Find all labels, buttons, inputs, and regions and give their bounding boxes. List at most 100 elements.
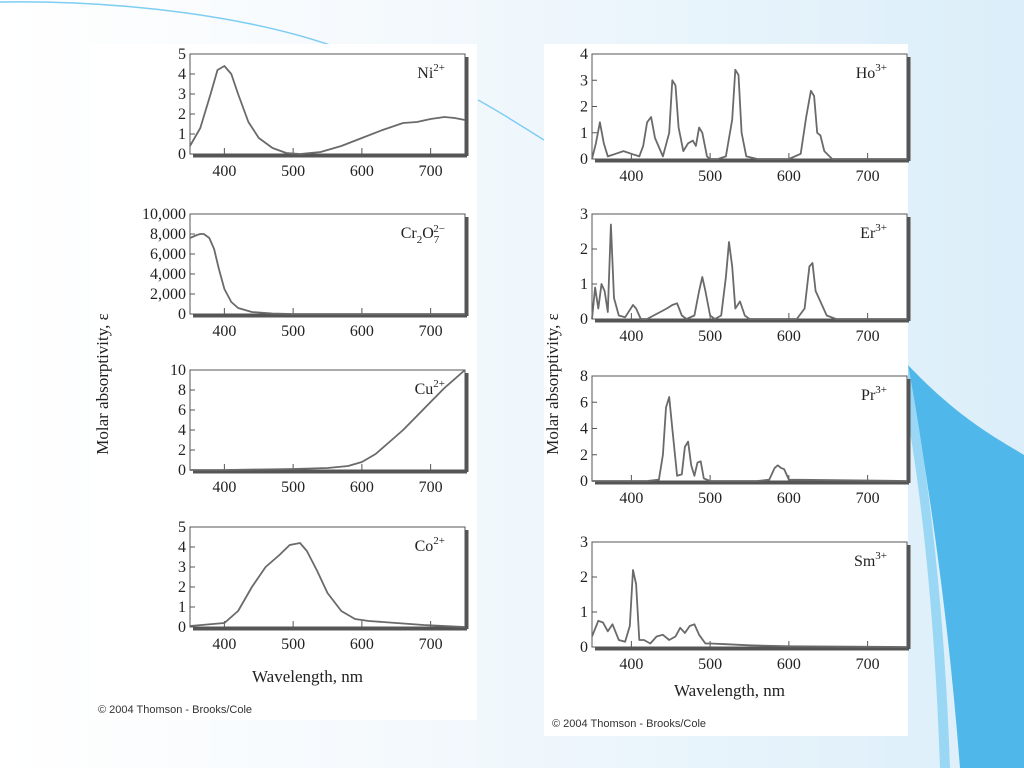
x-axis-label: Wavelength, nm bbox=[674, 681, 785, 700]
absorbance-curve-ho bbox=[591, 68, 907, 160]
y-tick-label: 6,000 bbox=[150, 246, 186, 263]
chart-co: 0 1 2 3 4 5 400 500 600 700 Co2+ Wavelength, nm bbox=[178, 519, 469, 686]
ion-label: Ho3+ bbox=[856, 62, 887, 82]
x-tick-label: 500 bbox=[698, 328, 722, 345]
decorative-swoosh-line-mid bbox=[477, 99, 545, 141]
absorbance-curve-ni bbox=[189, 65, 466, 155]
y-tick-label: 2 bbox=[580, 447, 588, 464]
x-tick-label: 600 bbox=[777, 656, 801, 673]
y-tick-label: 3 bbox=[178, 86, 186, 103]
absorbance-curve-er bbox=[591, 223, 907, 320]
chart-er: 0 1 2 3 400 500 600 700 Er3+ bbox=[580, 206, 911, 345]
y-tick-label: 5 bbox=[178, 519, 186, 536]
x-tick-label: 400 bbox=[212, 636, 236, 653]
x-tick-label: 700 bbox=[856, 490, 880, 507]
chart-cr2o7: 0 2,000 4,000 6,000 8,000 10,000 400 500 600 700 C… bbox=[142, 206, 469, 340]
absorbance-curve-pr bbox=[592, 396, 908, 482]
x-tick-label: 400 bbox=[619, 656, 643, 673]
y-tick-label: 4,000 bbox=[150, 266, 186, 283]
ion-label: Co2+ bbox=[415, 535, 445, 555]
absorbance-curve-sm bbox=[591, 569, 908, 648]
y-tick-label: 6 bbox=[178, 402, 186, 419]
y-tick-label: 1 bbox=[580, 125, 588, 142]
x-tick-label: 700 bbox=[856, 656, 880, 673]
plot-frame bbox=[189, 369, 466, 471]
x-tick-label: 500 bbox=[698, 168, 722, 185]
x-tick-label: 500 bbox=[281, 479, 305, 496]
x-tick-label: 600 bbox=[350, 323, 374, 340]
x-tick-label: 700 bbox=[419, 636, 443, 653]
y-axis-label: Molar absorptivity, ε bbox=[543, 313, 562, 455]
plot-frame bbox=[189, 53, 466, 155]
y-tick-label: 1 bbox=[178, 599, 186, 616]
x-tick-label: 600 bbox=[350, 163, 374, 180]
y-tick-label: 8 bbox=[580, 368, 588, 385]
y-tick-label: 0 bbox=[580, 151, 588, 168]
y-tick-label: 1 bbox=[580, 604, 588, 621]
ion-label: Pr3+ bbox=[861, 384, 887, 404]
y-tick-label: 1 bbox=[178, 126, 186, 143]
absorbance-curve-cr2o7 bbox=[189, 233, 465, 315]
y-tick-label: 0 bbox=[178, 462, 186, 479]
plot-frame bbox=[189, 526, 466, 628]
y-tick-label: 6 bbox=[580, 394, 588, 411]
x-tick-label: 700 bbox=[419, 163, 443, 180]
x-tick-label: 400 bbox=[619, 328, 643, 345]
ion-label: Sm3+ bbox=[854, 550, 887, 570]
y-tick-label: 3 bbox=[580, 72, 588, 89]
x-tick-label: 700 bbox=[856, 328, 880, 345]
x-tick-label: 600 bbox=[777, 328, 801, 345]
y-tick-label: 3 bbox=[580, 206, 588, 223]
y-tick-label: 0 bbox=[580, 639, 588, 656]
decorative-swoosh-line bbox=[0, 1, 331, 46]
x-tick-label: 600 bbox=[777, 168, 801, 185]
y-tick-label: 4 bbox=[178, 422, 186, 439]
x-tick-label: 400 bbox=[212, 323, 236, 340]
x-tick-label: 400 bbox=[619, 490, 643, 507]
y-tick-label: 4 bbox=[178, 539, 186, 556]
y-tick-label: 10,000 bbox=[142, 206, 186, 223]
y-axis-label: Molar absorptivity, ε bbox=[93, 313, 112, 455]
ion-label: Cu2+ bbox=[415, 378, 445, 398]
y-tick-label: 4 bbox=[178, 66, 186, 83]
y-tick-label: 0 bbox=[580, 473, 588, 490]
y-tick-label: 3 bbox=[178, 559, 186, 576]
x-tick-label: 500 bbox=[698, 490, 722, 507]
x-axis-label: Wavelength, nm bbox=[252, 667, 363, 686]
y-tick-label: 2,000 bbox=[150, 286, 186, 303]
y-tick-label: 0 bbox=[178, 146, 186, 163]
y-tick-label: 2 bbox=[580, 569, 588, 586]
y-tick-label: 1 bbox=[580, 276, 588, 293]
y-tick-label: 0 bbox=[178, 619, 186, 636]
y-tick-label: 4 bbox=[580, 421, 588, 438]
x-tick-label: 400 bbox=[212, 163, 236, 180]
x-tick-label: 600 bbox=[350, 479, 374, 496]
y-tick-label: 2 bbox=[178, 442, 186, 459]
x-tick-label: 700 bbox=[419, 479, 443, 496]
plot-frame bbox=[591, 541, 908, 648]
y-tick-label: 0 bbox=[580, 311, 588, 328]
decorative-blue-wedge bbox=[908, 365, 1024, 768]
x-tick-label: 700 bbox=[856, 168, 880, 185]
left-figure-panel: 0 1 2 3 4 5 400 500 600 700 Ni2+ 0 2,000 4,000 6,000 8,… bbox=[90, 44, 477, 720]
plot-frame bbox=[591, 375, 908, 482]
x-tick-label: 500 bbox=[698, 656, 722, 673]
x-tick-label: 600 bbox=[350, 636, 374, 653]
chart-ho: 0 1 2 3 4 400 500 600 700 Ho3+ bbox=[580, 46, 911, 185]
x-tick-label: 500 bbox=[281, 163, 305, 180]
absorbance-curve-cu bbox=[190, 369, 466, 471]
y-tick-label: 2 bbox=[178, 106, 186, 123]
x-tick-label: 600 bbox=[777, 490, 801, 507]
ion-label: Cr2O72− bbox=[401, 223, 445, 246]
chart-cu: 0 2 4 6 8 10 400 500 600 700 Cu2+ bbox=[170, 362, 469, 496]
right-figure-panel: 0 1 2 3 4 400 500 600 700 Ho3+ 0 1 2 3 400 500 600 700 Er3… bbox=[543, 44, 911, 736]
x-tick-label: 400 bbox=[212, 479, 236, 496]
x-tick-label: 400 bbox=[619, 168, 643, 185]
y-tick-label: 2 bbox=[580, 99, 588, 116]
y-tick-label: 5 bbox=[178, 46, 186, 63]
y-tick-label: 8,000 bbox=[150, 226, 186, 243]
chart-pr: 0 2 4 6 8 400 500 600 700 Pr3+ bbox=[580, 368, 911, 507]
